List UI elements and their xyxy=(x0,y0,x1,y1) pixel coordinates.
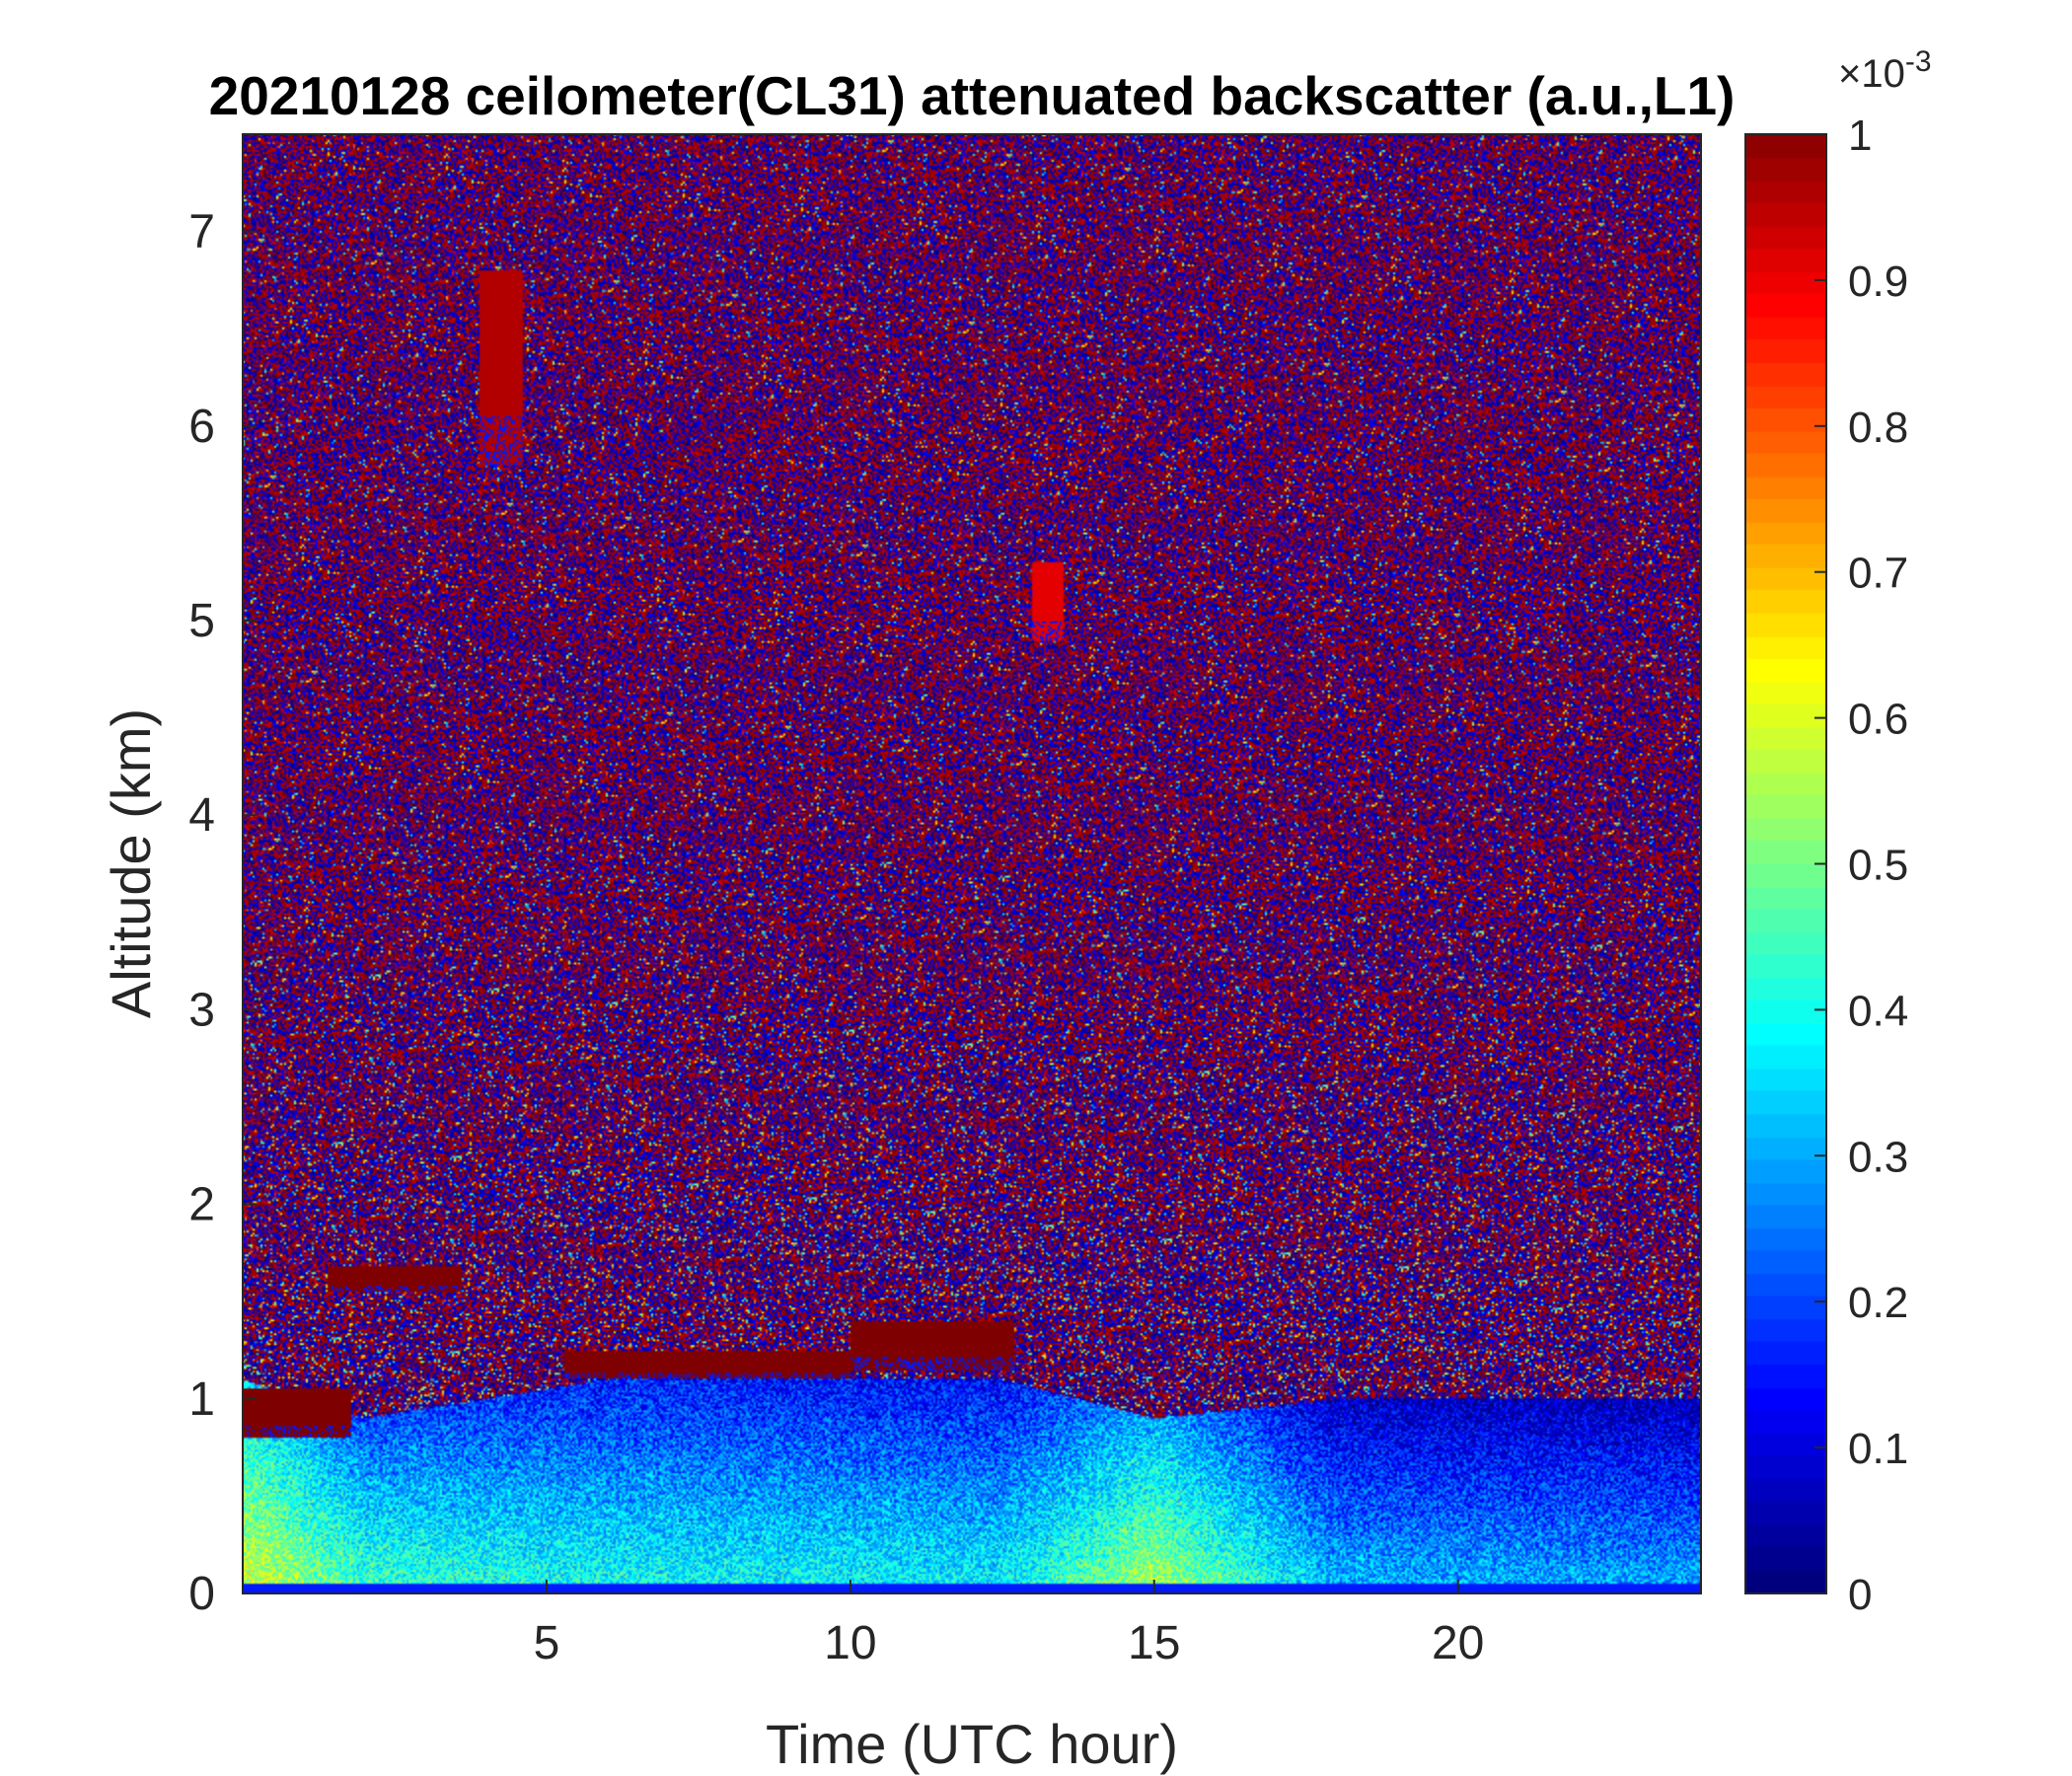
colorbar-tick-label: 0.7 xyxy=(1848,550,1908,598)
colorbar-tick-label: 0.2 xyxy=(1848,1279,1908,1327)
y-tick-label: 1 xyxy=(188,1373,215,1426)
colorbar-tick-label: 0.6 xyxy=(1848,696,1908,744)
colorbar-tick-label: 0.9 xyxy=(1848,258,1908,306)
colorbar-tick-label: 1 xyxy=(1848,111,1872,160)
y-tick-label: 0 xyxy=(188,1568,215,1620)
colorbar-exponent: ×10-3 xyxy=(1838,45,1932,96)
chart-title: 20210128 ceilometer(CL31) attenuated bac… xyxy=(209,65,1736,126)
y-tick-label: 6 xyxy=(188,401,215,453)
colorbar-tick-label: 0 xyxy=(1848,1571,1872,1619)
colorbar-tick-label: 0.3 xyxy=(1848,1133,1908,1181)
y-tick-label: 5 xyxy=(188,595,215,647)
y-axis: 0 1 2 3 4 5 6 7 xyxy=(188,206,257,1620)
y-tick-label: 4 xyxy=(188,789,215,842)
y-axis-label: Altitude (km) xyxy=(100,708,162,1018)
heatmap-image xyxy=(243,134,1701,1593)
x-tick-label: 15 xyxy=(1128,1617,1180,1669)
y-tick-label: 7 xyxy=(188,206,215,259)
colorbar-tick-label: 0.8 xyxy=(1848,404,1908,452)
colorbar: 0 0.1 0.2 0.3 0.4 0.5 0.6 0.7 0.8 0.9 1 ×10-3 xyxy=(1744,45,1932,1619)
colorbar-ticks: 0 0.1 0.2 0.3 0.4 0.5 0.6 0.7 0.8 0.9 1 xyxy=(1814,111,1908,1619)
y-tick-label: 2 xyxy=(188,1179,215,1231)
x-axis: 5 10 15 20 xyxy=(534,1580,1484,1669)
colorbar-gradient xyxy=(1745,134,1826,1593)
heatmap-plot-area xyxy=(242,133,1702,1594)
plot-frame xyxy=(242,133,1702,1594)
x-axis-label: Time (UTC hour) xyxy=(766,1713,1178,1775)
colorbar-tick-label: 0.1 xyxy=(1848,1425,1908,1473)
y-tick-label: 3 xyxy=(188,984,215,1036)
x-tick-label: 20 xyxy=(1432,1617,1484,1669)
colorbar-tick-label: 0.4 xyxy=(1848,987,1908,1035)
x-tick-label: 5 xyxy=(534,1617,560,1669)
colorbar-tick-label: 0.5 xyxy=(1848,842,1908,890)
x-tick-label: 10 xyxy=(824,1617,876,1669)
